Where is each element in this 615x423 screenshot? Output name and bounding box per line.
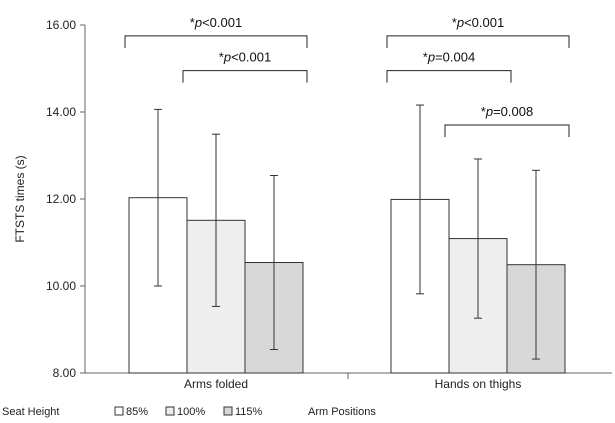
significance-label: *p=0.004 bbox=[423, 50, 475, 65]
legend-label: 85% bbox=[126, 406, 148, 418]
significance-bracket bbox=[124, 35, 308, 48]
legend-label: 100% bbox=[177, 406, 205, 418]
legend-swatch bbox=[114, 406, 124, 416]
y-tick-label: 12.00 bbox=[46, 192, 76, 206]
significance-bracket bbox=[444, 124, 570, 138]
legend-footer: Arm Positions bbox=[308, 406, 376, 418]
legend-swatch bbox=[165, 406, 175, 416]
significance-bracket bbox=[386, 70, 512, 83]
y-tick-label: 16.00 bbox=[46, 18, 76, 32]
significance-label: *p=0.008 bbox=[481, 104, 533, 119]
x-category-label: Arms folded bbox=[184, 377, 248, 391]
significance-label: *p<0.001 bbox=[452, 15, 504, 30]
y-tick-label: 10.00 bbox=[46, 279, 76, 293]
legend-label: 115% bbox=[235, 406, 263, 418]
significance-label: *p<0.001 bbox=[219, 50, 271, 65]
legend-title: Seat Height bbox=[2, 406, 59, 418]
x-category-label: Hands on thighs bbox=[435, 377, 522, 391]
y-axis-title: FTSTS times (s) bbox=[13, 155, 27, 242]
legend-swatch bbox=[223, 406, 233, 416]
significance-bracket bbox=[386, 35, 570, 48]
significance-bracket bbox=[182, 70, 308, 83]
significance-label: *p<0.001 bbox=[190, 15, 242, 30]
y-tick-label: 8.00 bbox=[53, 366, 77, 380]
y-tick-label: 14.00 bbox=[46, 105, 76, 119]
